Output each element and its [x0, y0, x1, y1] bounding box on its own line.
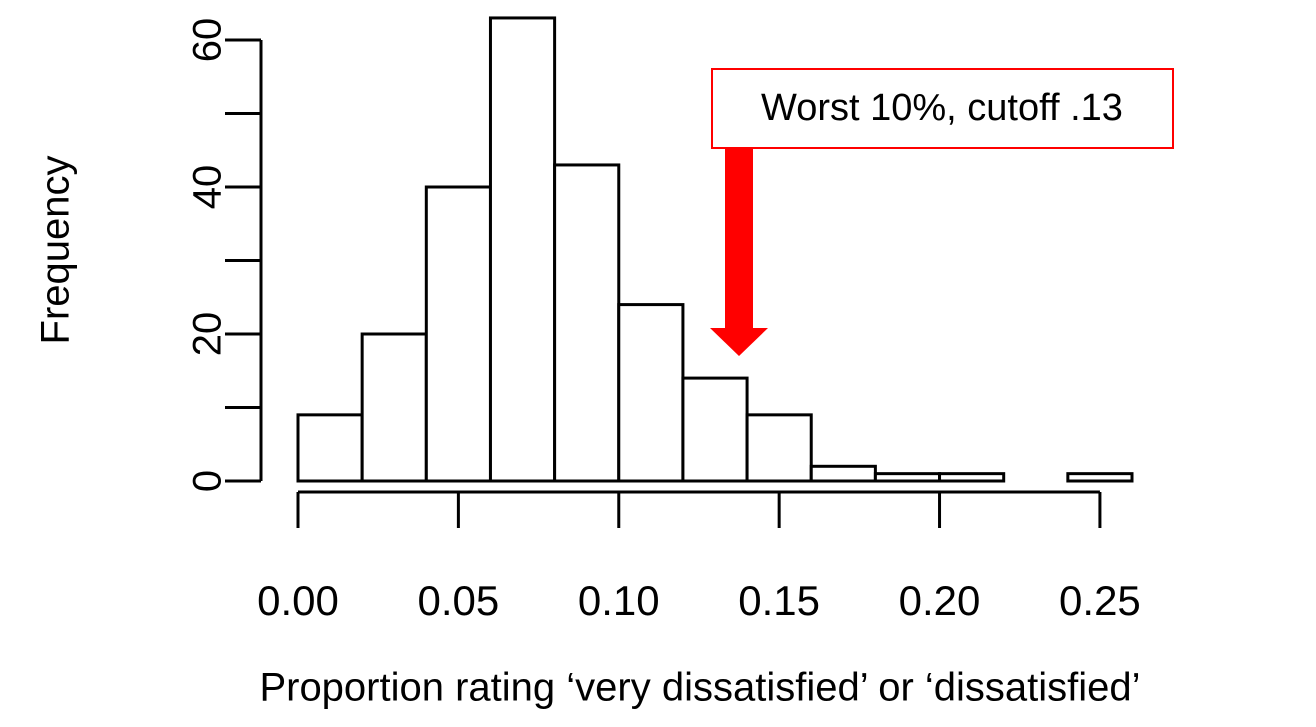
annotation-text: Worst 10%, cutoff .13 [761, 87, 1123, 129]
annotation-box [711, 68, 1174, 149]
y-tick-label: 0 [186, 470, 230, 492]
x-axis-label: Proportion rating ‘very dissatisfied’ or… [259, 666, 1140, 710]
x-tick-label: 0.10 [578, 577, 660, 624]
bar [617, 303, 685, 483]
x-tick-label: 0.25 [1059, 577, 1141, 624]
y-tick-label: 60 [186, 18, 230, 63]
bar [296, 413, 364, 483]
x-tick-label: 0.15 [738, 577, 820, 624]
x-tick-label: 0.00 [257, 577, 339, 624]
bar [360, 332, 428, 483]
bar [873, 472, 942, 483]
bar [745, 413, 813, 483]
bar [938, 472, 1006, 483]
y-axis-label: Frequency [34, 156, 78, 345]
y-tick-label: 20 [186, 312, 230, 357]
bar [553, 163, 621, 483]
annotation-arrow [710, 148, 768, 356]
x-tick-label: 0.20 [899, 577, 981, 624]
bar [488, 16, 557, 483]
bar [424, 185, 492, 483]
bar [1066, 472, 1134, 483]
bar [809, 464, 877, 483]
bar [681, 376, 749, 483]
y-tick-label: 40 [186, 165, 230, 210]
x-tick-label: 0.05 [418, 577, 500, 624]
